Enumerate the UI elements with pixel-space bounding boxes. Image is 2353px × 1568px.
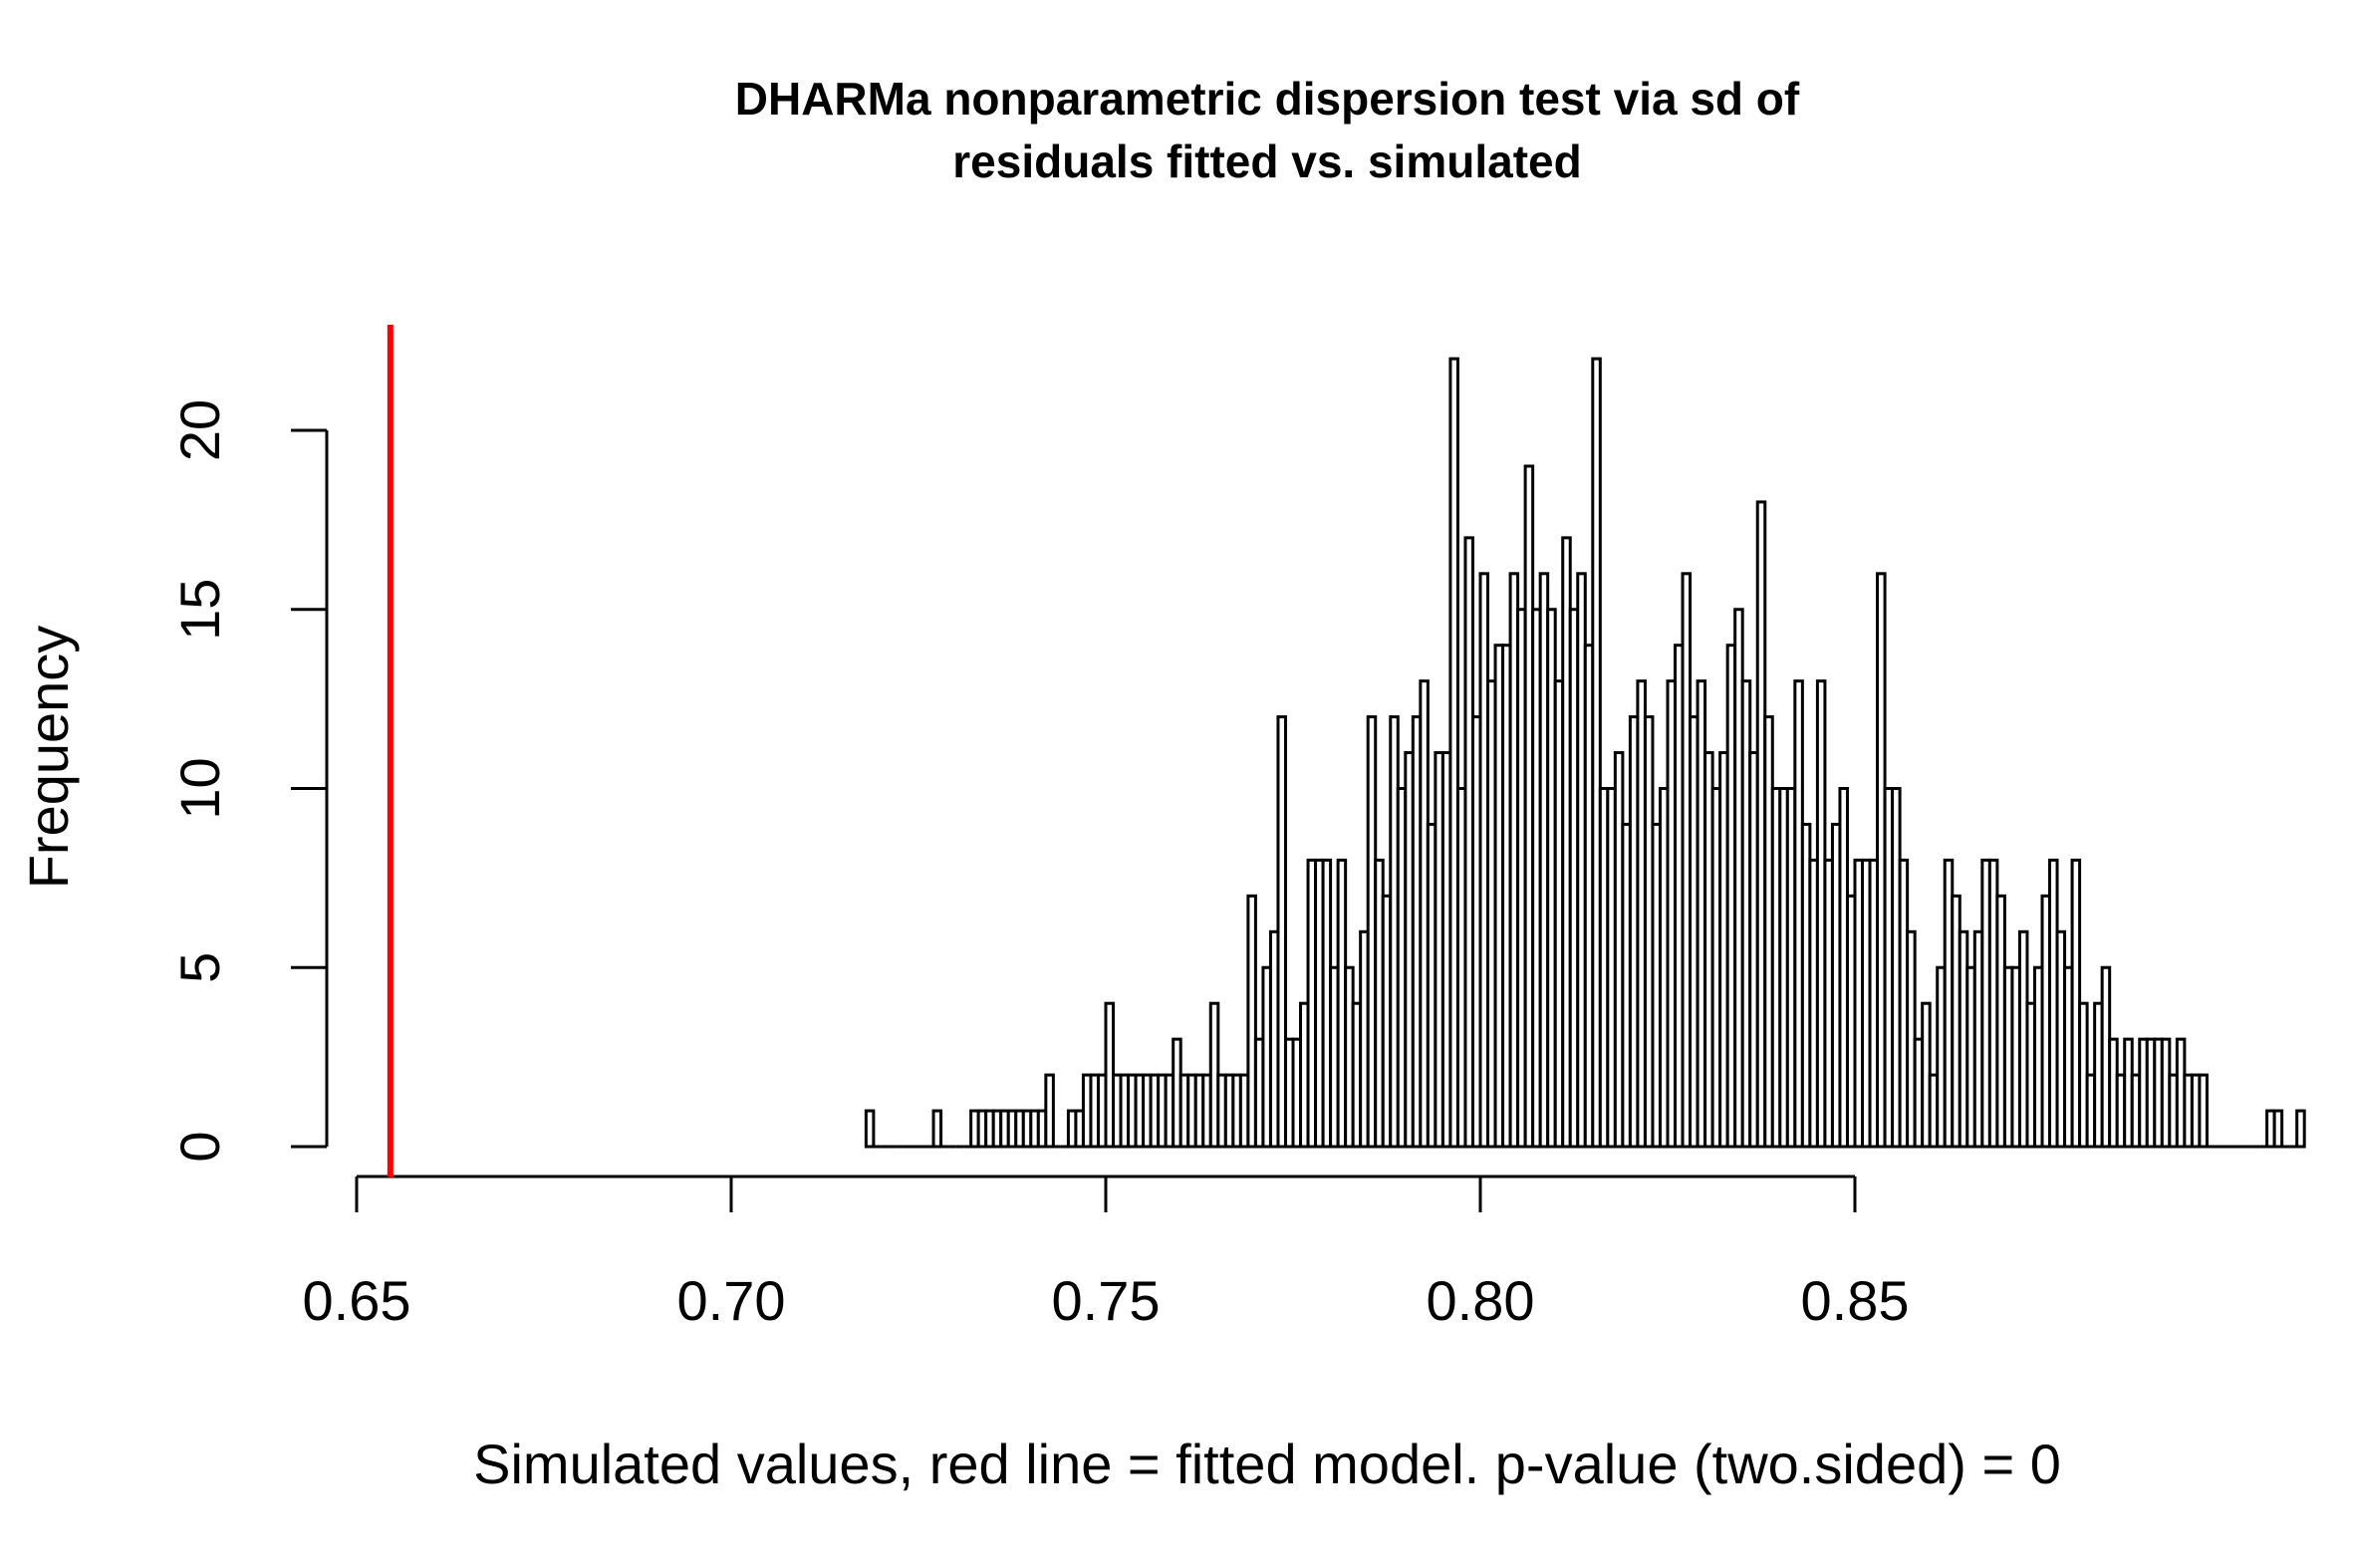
histogram-bar — [1591, 357, 1602, 1149]
x-axis-label: Simulated values, red line = fitted mode… — [473, 1433, 2061, 1495]
x-tick-label: 0.65 — [303, 1269, 411, 1332]
x-tick-label: 0.85 — [1801, 1269, 1910, 1332]
y-tick-label: 0 — [168, 1131, 231, 1162]
histogram-bar — [2198, 1073, 2209, 1149]
x-axis: 0.65 0.70 0.75 0.80 0.85 — [303, 1175, 1910, 1332]
y-axis-label: Frequency — [17, 626, 80, 890]
histogram-bar — [1044, 1073, 1055, 1149]
histogram-bar — [864, 1109, 876, 1149]
histogram-bar — [2272, 1109, 2284, 1149]
histogram-bar — [1246, 894, 1257, 1149]
histogram-bar — [931, 1109, 943, 1149]
y-tick-label: 15 — [168, 579, 231, 641]
y-axis: 0 5 10 15 20 — [168, 399, 329, 1163]
histogram-bars — [864, 357, 2306, 1149]
histogram-bar — [2295, 1109, 2306, 1149]
x-tick-label: 0.80 — [1427, 1269, 1535, 1332]
x-tick-label: 0.75 — [1052, 1269, 1161, 1332]
y-tick-label: 20 — [168, 399, 231, 461]
y-tick-label: 5 — [168, 952, 231, 983]
x-tick-label: 0.70 — [677, 1269, 786, 1332]
chart-title-line-2: residuals fitted vs. simulated — [952, 135, 1581, 187]
chart-title-line-1: DHARMa nonparametric dispersion test via… — [735, 73, 1800, 125]
histogram-bar — [1448, 357, 1459, 1149]
histogram-bar — [1276, 715, 1287, 1149]
y-tick-label: 10 — [168, 757, 231, 819]
